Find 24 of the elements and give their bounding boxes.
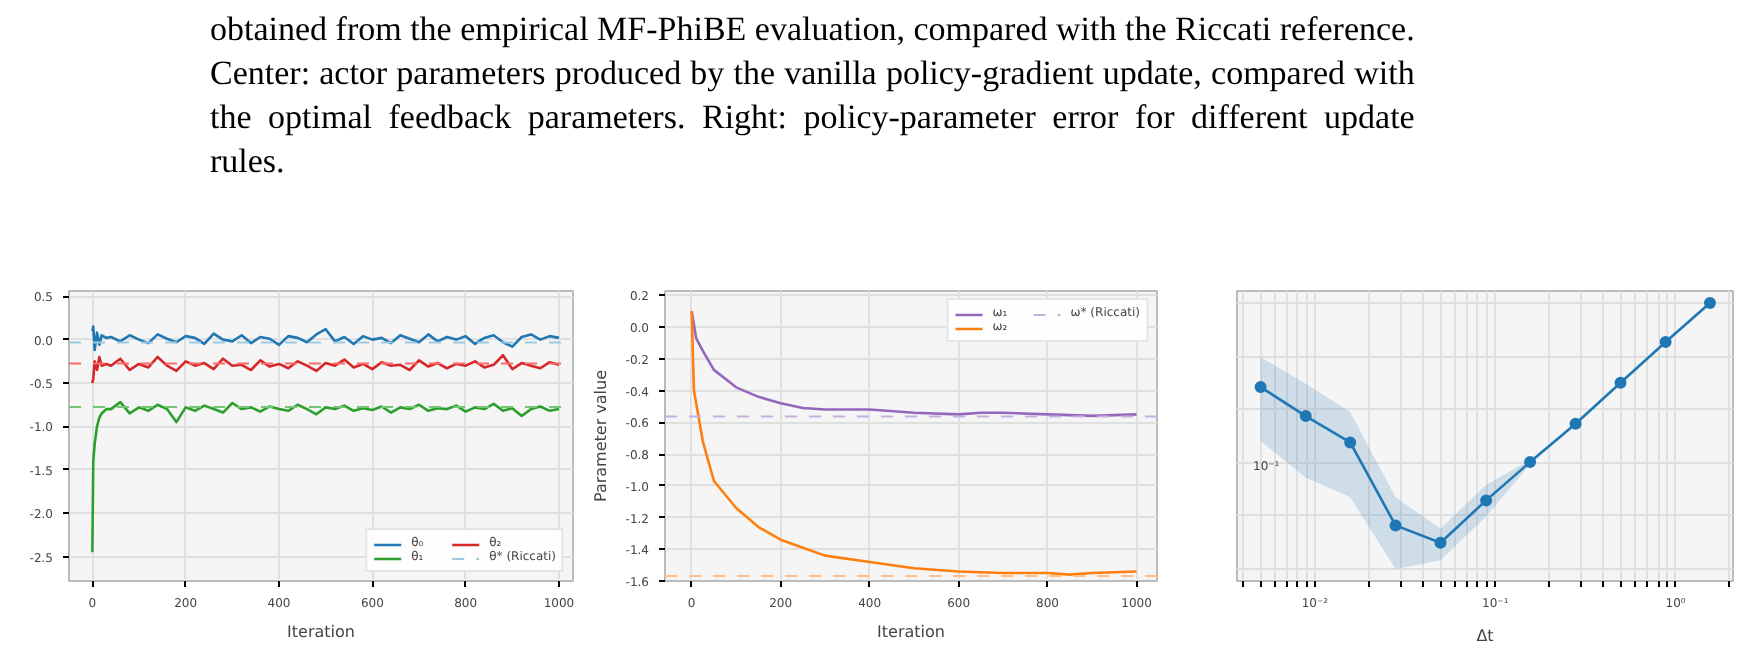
line-series: [690, 309, 1138, 418]
x-axis-title: Iteration: [877, 623, 945, 641]
point: [1569, 417, 1582, 430]
x-axis-title: Δt: [1476, 627, 1494, 645]
point: [1299, 410, 1312, 423]
point: [1480, 494, 1493, 507]
line-series: [91, 353, 561, 385]
text: rules.: [210, 140, 287, 184]
text: the optimal feedback parameters. Right: policy-parameter error for different update: [210, 96, 1415, 140]
text: obtained from the empirical MF-PhiBE evaluation, compared with the Riccati reference.: [210, 8, 1415, 52]
line-series: [690, 309, 1138, 576]
line-series: [91, 325, 561, 352]
point: [1434, 536, 1447, 549]
point: [1344, 436, 1357, 449]
x-axis-title: Iteration: [287, 623, 355, 641]
y-axis-title: Parameter value: [591, 369, 610, 503]
point: [1524, 456, 1537, 469]
point: [1254, 381, 1267, 394]
text: Center: actor parameters produced by the vanilla policy-gradient update, compared with: [210, 52, 1415, 96]
point: [1703, 296, 1716, 309]
point: [1389, 519, 1402, 532]
point: [1614, 376, 1627, 389]
point: [1659, 336, 1672, 349]
line-series: [91, 400, 561, 554]
